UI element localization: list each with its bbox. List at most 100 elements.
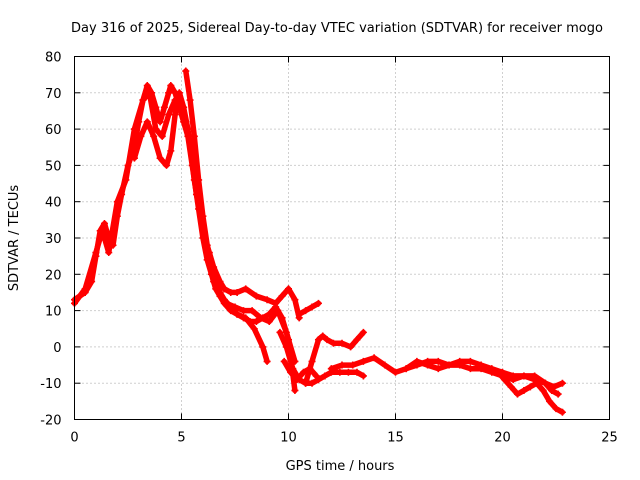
x-tick-label: 5 xyxy=(177,431,185,446)
data-point-marker xyxy=(143,118,151,126)
data-point-marker xyxy=(413,361,421,369)
data-point-marker xyxy=(509,372,517,380)
data-point-marker xyxy=(558,408,566,416)
data-point-marker xyxy=(359,328,367,336)
data-point-marker xyxy=(160,103,168,111)
series-track xyxy=(402,357,566,391)
data-point-marker xyxy=(180,103,188,111)
data-point-marker xyxy=(105,249,113,257)
data-point-marker xyxy=(541,379,549,387)
series-line xyxy=(296,300,322,317)
y-tick-label: 0 xyxy=(53,341,61,356)
data-point-marker xyxy=(293,376,301,384)
data-point-marker xyxy=(302,307,310,315)
data-point-marker xyxy=(207,263,215,271)
data-point-marker xyxy=(285,336,292,344)
data-point-marker xyxy=(520,386,528,394)
series-group xyxy=(71,67,566,416)
data-point-marker xyxy=(319,332,327,340)
data-point-marker xyxy=(550,383,558,391)
data-point-marker xyxy=(329,339,337,347)
y-tick-label: -20 xyxy=(40,414,61,429)
data-point-marker xyxy=(195,176,203,184)
data-point-marker xyxy=(302,379,310,387)
data-point-marker xyxy=(558,379,566,387)
series-track xyxy=(280,357,320,384)
data-point-marker xyxy=(220,285,228,293)
y-tick-label: -10 xyxy=(40,377,61,392)
data-point-marker xyxy=(344,368,352,376)
data-point-marker xyxy=(321,372,329,380)
data-point-marker xyxy=(552,405,560,413)
data-point-marker xyxy=(477,361,485,369)
data-point-marker xyxy=(167,147,175,155)
data-point-marker xyxy=(139,96,147,104)
y-tick-label: 50 xyxy=(45,159,62,174)
data-point-marker xyxy=(359,372,367,380)
series-track xyxy=(182,67,299,394)
data-point-marker xyxy=(434,365,442,373)
data-point-marker xyxy=(248,307,256,315)
data-point-marker xyxy=(156,154,164,162)
x-tick-label: 25 xyxy=(601,431,618,446)
data-point-marker xyxy=(323,336,331,344)
data-point-marker xyxy=(240,314,248,322)
data-point-marker xyxy=(184,125,192,133)
data-point-marker xyxy=(175,89,183,97)
data-point-marker xyxy=(466,357,474,365)
data-point-marker xyxy=(263,296,271,304)
data-point-marker xyxy=(246,317,254,325)
data-point-marker xyxy=(353,336,361,344)
data-point-marker xyxy=(263,357,271,365)
series-track xyxy=(494,368,566,416)
data-point-marker xyxy=(353,368,361,376)
x-tick-label: 20 xyxy=(494,431,511,446)
data-point-marker xyxy=(203,241,211,249)
x-tick-label: 0 xyxy=(70,431,78,446)
data-point-marker xyxy=(488,365,496,373)
data-point-marker xyxy=(242,285,250,293)
x-axis-title: GPS time / hours xyxy=(286,459,395,474)
data-point-marker xyxy=(212,278,220,286)
data-point-marker xyxy=(81,285,89,293)
data-point-marker xyxy=(314,299,322,307)
data-point-marker xyxy=(98,227,106,235)
data-point-marker xyxy=(494,368,502,376)
data-point-marker xyxy=(308,357,316,365)
data-point-marker xyxy=(327,365,335,373)
data-point-marker xyxy=(338,361,346,369)
data-point-marker xyxy=(165,111,173,119)
data-point-marker xyxy=(520,372,528,380)
series-line xyxy=(403,358,566,390)
data-point-marker xyxy=(287,368,295,376)
data-point-marker xyxy=(137,132,145,140)
data-point-marker xyxy=(240,307,248,315)
data-point-marker xyxy=(165,89,173,97)
data-point-marker xyxy=(291,296,299,304)
data-point-marker xyxy=(280,357,288,365)
series-line xyxy=(281,358,320,383)
data-point-marker xyxy=(278,314,286,322)
data-point-marker xyxy=(501,376,509,384)
data-point-marker xyxy=(182,67,190,75)
data-point-marker xyxy=(402,365,410,373)
data-point-marker xyxy=(259,343,267,351)
data-point-marker xyxy=(359,357,367,365)
data-point-marker xyxy=(122,176,130,184)
data-point-marker xyxy=(158,132,166,140)
data-point-marker xyxy=(349,361,357,369)
data-point-marker xyxy=(199,212,207,220)
data-point-marker xyxy=(539,386,547,394)
data-point-marker xyxy=(381,361,389,369)
y-tick-labels: -20 -10 0 10 20 30 40 50 60 70 80 xyxy=(40,51,61,429)
y-tick-label: 30 xyxy=(45,232,62,247)
data-point-marker xyxy=(113,198,121,206)
data-point-marker xyxy=(233,310,241,318)
data-point-marker xyxy=(227,303,235,311)
data-point-marker xyxy=(100,219,108,227)
data-point-marker xyxy=(308,379,316,387)
x-tick-label: 15 xyxy=(387,431,404,446)
data-point-marker xyxy=(216,288,224,296)
x-tick-labels: 0 5 10 15 20 25 xyxy=(70,431,617,446)
